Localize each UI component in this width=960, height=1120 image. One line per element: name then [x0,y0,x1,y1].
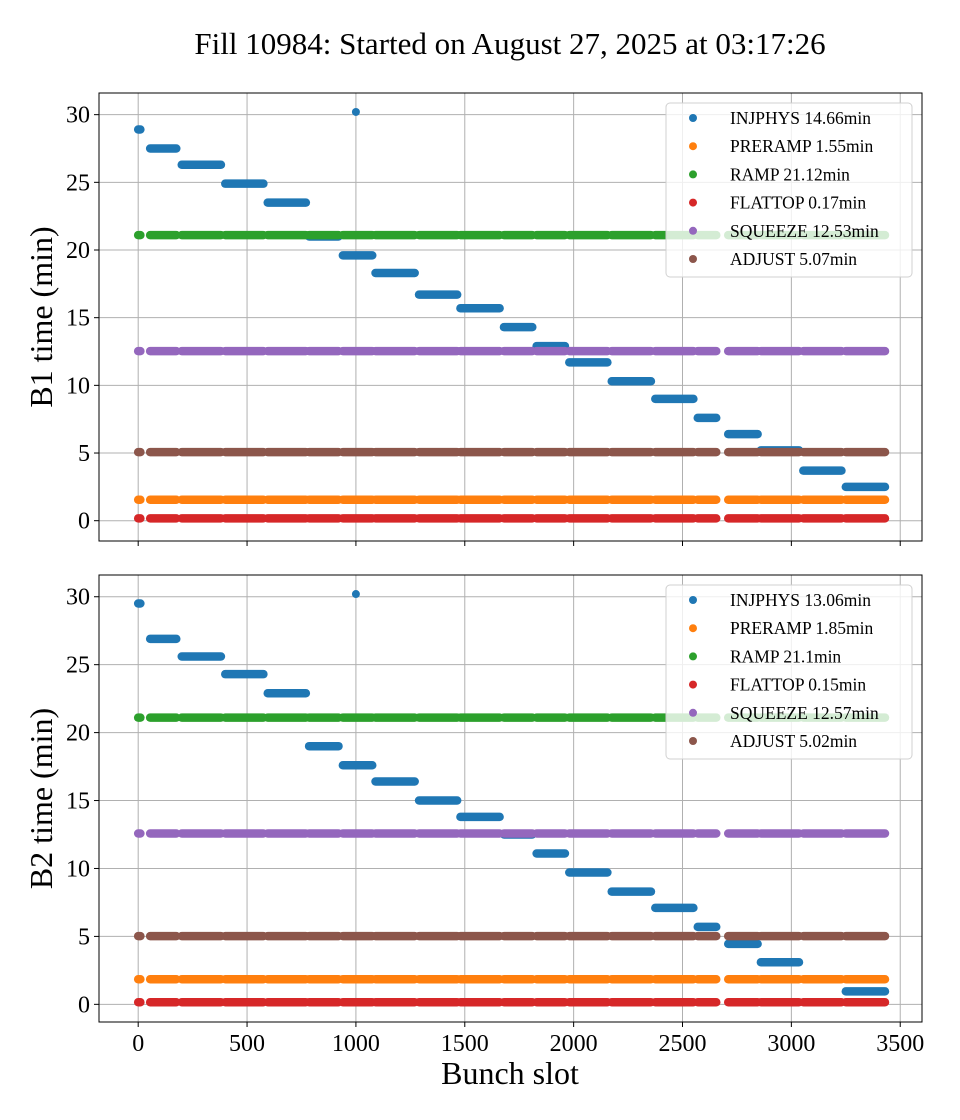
y-tick-label: 25 [66,653,90,679]
legend-marker-flattop [689,680,697,689]
x-tick-label: 0 [132,1031,144,1057]
axes-frame [98,92,923,542]
x-axis-label: Bunch slot [441,1055,579,1091]
y-tick-label: 25 [66,170,90,196]
legend-marker-ramp [689,170,697,179]
data-point-outlier [351,590,360,599]
x-tick-label: 3000 [767,1031,815,1057]
legend: INJPHYS 14.66min PRERAMP 1.55min RAMP 21.1… [665,102,913,278]
y-tick-label: 0 [78,509,90,535]
chart-title: Fill 10984: Started on August 27, 2025 a… [194,26,825,61]
y-tick-label: 20 [66,238,90,264]
x-tick-label: 2000 [550,1031,598,1057]
y-tick-label: 5 [78,441,90,467]
legend-label: RAMP 21.1min [730,646,841,666]
legend-label: INJPHYS 14.66min [730,108,871,128]
legend-label: RAMP 21.12min [730,164,850,184]
y-tick-label: 5 [78,924,90,950]
y-tick-label: 15 [66,789,90,815]
legend-marker-squeeze [689,708,697,717]
y-tick-label: 0 [78,992,90,1018]
legend-marker-injphys [689,596,697,604]
legend-label: SQUEEZE 12.53min [730,221,879,241]
legend-marker-squeeze [689,226,697,235]
y-tick-label: 10 [66,373,90,399]
y-axis-label: B1 time (min) [23,226,59,407]
y-tick-label: 10 [66,856,90,882]
y-tick-label: 30 [66,585,90,611]
legend-label: PRERAMP 1.85min [730,618,874,638]
legend-label: SQUEEZE 12.57min [730,703,879,723]
x-tick-label: 1000 [332,1031,380,1057]
y-tick-label: 15 [66,306,90,332]
legend-box [665,102,913,278]
axes-frame [98,574,923,1023]
legend-label: PRERAMP 1.55min [730,136,874,156]
series-injphys [133,107,890,492]
data-point-outlier [351,107,360,116]
panel-1: 0 5 10 15 20 25 30 B1 time (min) INJPHYS 14.66mi… [23,92,923,546]
y-tick-label: 20 [66,721,90,747]
legend-marker-flattop [689,198,697,207]
series-injphys [133,590,890,996]
legend-label: INJPHYS 13.06min [730,590,871,610]
x-tick-label: 500 [229,1031,265,1057]
legend-box [665,584,913,760]
legend-label: ADJUST 5.07min [730,249,857,269]
legend-marker-injphys [689,114,697,122]
x-tick-label: 1500 [441,1031,489,1057]
legend-marker-ramp [689,652,697,661]
legend-label: FLATTOP 0.15min [730,675,866,695]
legend-marker-preramp [689,142,697,151]
x-tick-label: 3500 [876,1031,924,1057]
panel-2: 0 500 1000 1500 2000 2500 3000 3500 0 5 10 15 20 25 30… [23,574,924,1057]
y-tick-label: 30 [66,103,90,129]
legend-marker-adjust [689,737,697,745]
legend-label: FLATTOP 0.17min [730,193,866,213]
legend-label: ADJUST 5.02min [730,731,857,751]
legend-marker-adjust [689,255,697,263]
x-tick-label: 2500 [659,1031,707,1057]
legend-marker-preramp [689,624,697,633]
y-axis-label: B2 time (min) [23,708,59,889]
legend: INJPHYS 13.06min PRERAMP 1.85min RAMP 21.1… [665,584,913,760]
